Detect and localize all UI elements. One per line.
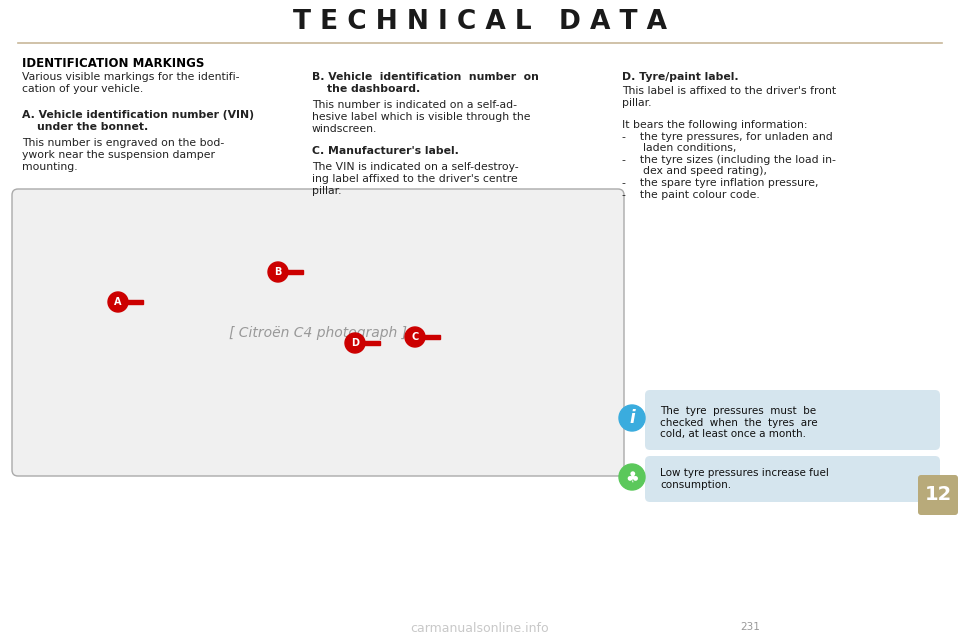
Text: The  tyre  pressures  must  be: The tyre pressures must be: [660, 406, 816, 416]
Text: This label is affixed to the driver's front: This label is affixed to the driver's fr…: [622, 86, 836, 96]
Text: dex and speed rating),: dex and speed rating),: [622, 166, 767, 177]
Text: The VIN is indicated on a self-destroy-: The VIN is indicated on a self-destroy-: [312, 162, 518, 172]
FancyBboxPatch shape: [645, 456, 940, 502]
Circle shape: [619, 464, 645, 490]
Text: ywork near the suspension damper: ywork near the suspension damper: [22, 150, 215, 160]
Text: Various visible markings for the identifi-: Various visible markings for the identif…: [22, 72, 239, 82]
FancyBboxPatch shape: [918, 475, 958, 515]
Text: -    the paint colour code.: - the paint colour code.: [622, 189, 759, 200]
Text: hesive label which is visible through the: hesive label which is visible through th…: [312, 112, 531, 122]
Text: pillar.: pillar.: [622, 97, 652, 108]
Text: checked  when  the  tyres  are: checked when the tyres are: [660, 417, 818, 428]
Bar: [283, 270, 303, 274]
FancyBboxPatch shape: [645, 390, 940, 450]
Text: 12: 12: [924, 486, 951, 504]
Text: carmanualsonline.info: carmanualsonline.info: [411, 622, 549, 635]
Text: under the bonnet.: under the bonnet.: [22, 122, 148, 132]
Bar: [360, 341, 380, 345]
Text: ing label affixed to the driver's centre: ing label affixed to the driver's centre: [312, 174, 517, 184]
Circle shape: [405, 327, 425, 347]
Text: pillar.: pillar.: [312, 186, 342, 196]
Circle shape: [345, 333, 365, 353]
Text: i: i: [629, 409, 635, 427]
Text: A. Vehicle identification number (VIN): A. Vehicle identification number (VIN): [22, 110, 254, 120]
Text: This number is indicated on a self-ad-: This number is indicated on a self-ad-: [312, 100, 517, 110]
Text: D. Tyre/paint label.: D. Tyre/paint label.: [622, 72, 738, 82]
Text: windscreen.: windscreen.: [312, 124, 377, 134]
Text: [ Citroën C4 photograph ]: [ Citroën C4 photograph ]: [229, 326, 407, 339]
Circle shape: [268, 262, 288, 282]
Text: It bears the following information:: It bears the following information:: [622, 120, 807, 131]
Text: -    the tyre pressures, for unladen and: - the tyre pressures, for unladen and: [622, 132, 832, 142]
Text: Low tyre pressures increase fuel: Low tyre pressures increase fuel: [660, 468, 828, 478]
Text: A: A: [114, 297, 122, 307]
Text: the dashboard.: the dashboard.: [312, 84, 420, 94]
Text: IDENTIFICATION MARKINGS: IDENTIFICATION MARKINGS: [22, 57, 204, 70]
Text: -    the spare tyre inflation pressure,: - the spare tyre inflation pressure,: [622, 178, 819, 188]
Text: C. Manufacturer's label.: C. Manufacturer's label.: [312, 146, 459, 156]
Text: B. Vehicle  identification  number  on: B. Vehicle identification number on: [312, 72, 539, 82]
Text: B: B: [275, 267, 281, 277]
Circle shape: [108, 292, 128, 312]
Text: This number is engraved on the bod-: This number is engraved on the bod-: [22, 138, 225, 148]
Text: cold, at least once a month.: cold, at least once a month.: [660, 429, 806, 439]
Circle shape: [619, 405, 645, 431]
Text: ♣: ♣: [625, 470, 638, 484]
Text: mounting.: mounting.: [22, 162, 78, 172]
Bar: [420, 335, 440, 339]
FancyBboxPatch shape: [12, 189, 624, 476]
Text: -    the tyre sizes (including the load in-: - the tyre sizes (including the load in-: [622, 155, 836, 165]
Text: C: C: [412, 332, 419, 342]
Bar: [123, 300, 143, 304]
Text: laden conditions,: laden conditions,: [622, 143, 736, 154]
Text: cation of your vehicle.: cation of your vehicle.: [22, 84, 143, 94]
Text: D: D: [351, 338, 359, 348]
Text: 231: 231: [740, 622, 760, 632]
Text: T E C H N I C A L   D A T A: T E C H N I C A L D A T A: [293, 9, 667, 35]
Text: consumption.: consumption.: [660, 479, 732, 490]
